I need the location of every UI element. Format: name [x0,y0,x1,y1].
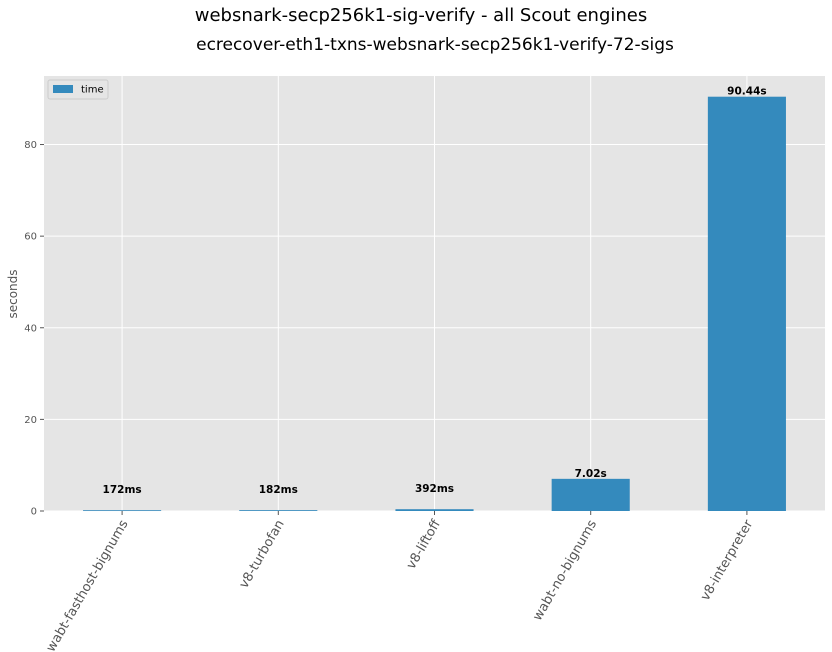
data-labels: 172ms 182ms 392ms 7.02s 90.44s [103,86,767,497]
x-tick-label: v8-turbofan [237,518,288,592]
bar-wabt-fasthost-bignums [83,510,162,512]
bar-value-label: 7.02s [575,468,607,480]
y-axis-ticks: 0 20 40 60 80 [24,140,44,518]
x-tick-label: v8-liftoff [404,517,445,572]
bar-wabt-no-bignums [551,478,630,511]
bar-v8-interpreter [707,96,786,511]
bar-v8-liftoff [395,509,474,511]
x-tick-label: wabt-fasthost-bignums [44,517,132,652]
y-tick-label: 80 [24,140,37,151]
bar-v8-turbofan [239,510,318,511]
legend: time [47,79,109,100]
y-tick-label: 60 [24,232,37,243]
legend-swatch [53,85,73,93]
y-axis-label: seconds [6,269,20,318]
y-tick-label: 40 [24,323,37,334]
x-tick-label: v8-interpreter [698,517,757,604]
y-tick-label: 20 [24,415,37,426]
x-tick-label: wabt-no-bignums [530,517,600,623]
bar-value-label: 182ms [259,484,298,496]
bars [83,96,786,512]
chart-suptitle: websnark-secp256k1-sig-verify - all Scou… [195,5,647,26]
y-tick-label: 0 [31,507,37,518]
chart-title: ecrecover-eth1-txns-websnark-secp256k1-v… [196,35,674,55]
bar-value-label: 172ms [103,484,142,496]
bar-value-label: 90.44s [727,86,766,98]
legend-label: time [81,85,104,96]
bar-value-label: 392ms [415,483,454,495]
x-axis-ticks: wabt-fasthost-bignums v8-turbofan v8-lifto… [44,511,757,652]
legend-box [47,79,109,100]
